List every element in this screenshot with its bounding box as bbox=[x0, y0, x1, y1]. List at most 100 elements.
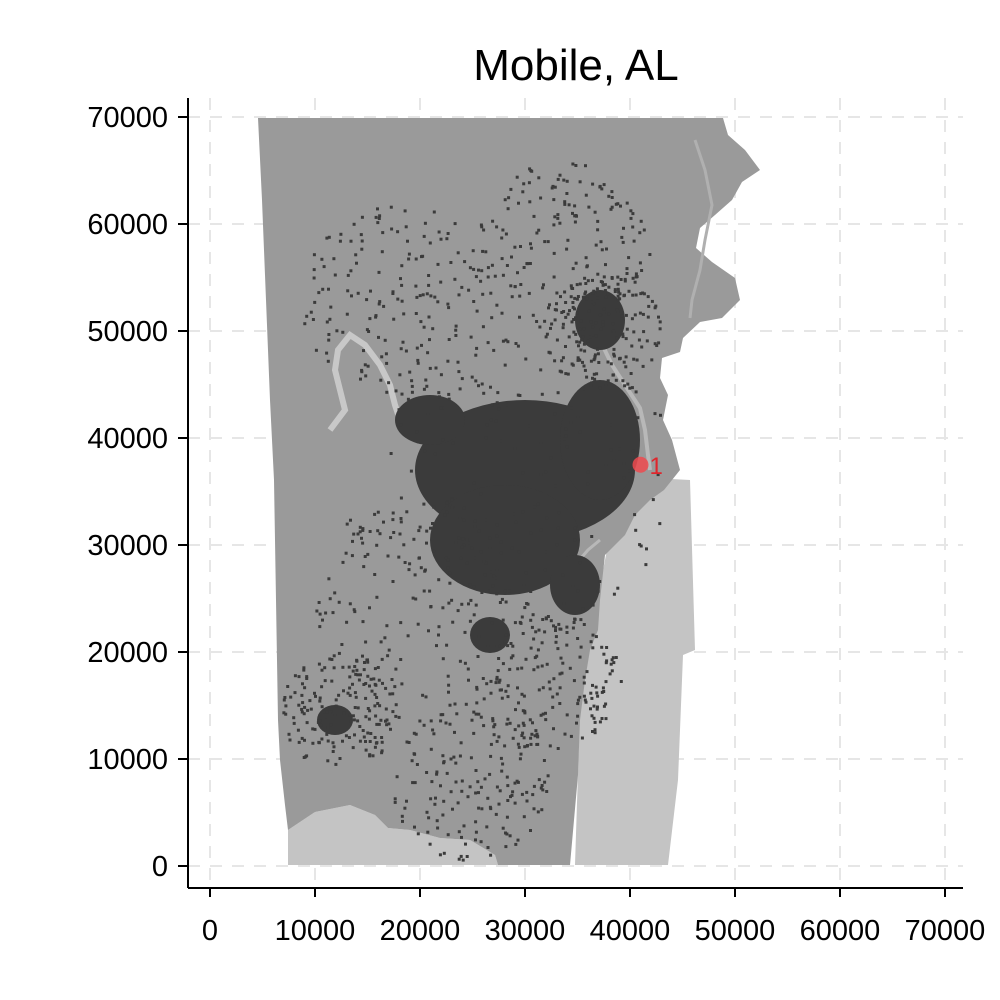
development-dot bbox=[416, 358, 420, 362]
development-dot bbox=[330, 658, 334, 661]
development-dot bbox=[306, 708, 310, 712]
development-dot bbox=[475, 701, 479, 705]
development-dot bbox=[477, 712, 481, 716]
development-dot bbox=[366, 731, 370, 735]
development-dot bbox=[414, 312, 418, 315]
development-dot bbox=[434, 796, 437, 800]
development-dot bbox=[317, 740, 321, 744]
development-dot bbox=[499, 540, 503, 544]
development-dot bbox=[471, 249, 475, 253]
development-dot bbox=[326, 759, 330, 763]
development-dot bbox=[350, 554, 354, 558]
development-dot bbox=[394, 389, 398, 393]
development-dot bbox=[331, 741, 335, 745]
development-dot bbox=[332, 654, 336, 658]
development-dot bbox=[355, 261, 358, 265]
development-dot bbox=[480, 382, 484, 386]
development-dot bbox=[627, 256, 631, 260]
development-dot bbox=[627, 289, 631, 293]
development-dot bbox=[353, 733, 356, 737]
development-dot bbox=[584, 256, 588, 260]
development-dot bbox=[482, 724, 486, 728]
development-dot bbox=[333, 591, 337, 595]
development-dot bbox=[486, 275, 490, 279]
development-dot bbox=[499, 756, 503, 760]
marker-dot[interactable] bbox=[632, 456, 649, 473]
development-dot bbox=[351, 669, 355, 673]
development-dot bbox=[592, 704, 596, 708]
development-dot bbox=[504, 232, 508, 236]
development-dot bbox=[361, 541, 365, 545]
development-dot bbox=[495, 401, 499, 405]
development-dot bbox=[415, 763, 419, 766]
development-dot bbox=[498, 601, 502, 604]
development-dot bbox=[380, 749, 384, 753]
development-dot bbox=[484, 518, 488, 522]
development-dot bbox=[353, 665, 357, 668]
development-dot bbox=[427, 315, 431, 319]
development-dot bbox=[603, 289, 607, 292]
development-dot bbox=[600, 717, 604, 720]
development-dot bbox=[431, 522, 434, 525]
development-dot bbox=[614, 378, 618, 382]
development-dot bbox=[436, 300, 440, 304]
development-dot bbox=[484, 436, 488, 440]
development-dot bbox=[560, 671, 564, 675]
development-dot bbox=[589, 691, 593, 695]
development-dot bbox=[518, 394, 522, 397]
development-dot bbox=[519, 621, 523, 625]
development-dot bbox=[391, 292, 395, 295]
development-dot bbox=[435, 644, 438, 648]
development-dot bbox=[524, 571, 528, 575]
x-tick-label: 60000 bbox=[800, 915, 881, 947]
development-dot bbox=[532, 668, 536, 672]
development-dot bbox=[609, 423, 613, 427]
development-dot bbox=[523, 745, 527, 749]
development-dot bbox=[602, 652, 606, 656]
development-dot bbox=[539, 473, 543, 476]
development-dot bbox=[302, 666, 306, 670]
development-dot bbox=[516, 686, 519, 690]
development-dot bbox=[391, 290, 395, 294]
development-dot bbox=[553, 215, 557, 219]
development-dot bbox=[503, 198, 507, 202]
development-dot bbox=[584, 282, 588, 285]
development-dot bbox=[432, 732, 436, 736]
development-dot bbox=[481, 325, 485, 329]
development-dot bbox=[555, 302, 558, 306]
development-dot bbox=[575, 340, 579, 344]
development-dot bbox=[399, 621, 403, 625]
development-dot bbox=[441, 438, 445, 442]
development-dot bbox=[481, 677, 485, 680]
development-dot bbox=[594, 321, 598, 325]
development-dot bbox=[509, 656, 513, 660]
development-dot bbox=[418, 525, 422, 529]
development-dot bbox=[369, 289, 372, 293]
y-tick-label: 30000 bbox=[87, 530, 168, 562]
development-dot bbox=[445, 510, 449, 514]
development-dot bbox=[554, 461, 558, 464]
development-dot bbox=[472, 300, 476, 303]
development-dot bbox=[638, 543, 642, 547]
development-dot bbox=[327, 287, 330, 291]
development-dot bbox=[419, 320, 423, 324]
development-dot bbox=[467, 678, 470, 682]
development-dot bbox=[480, 591, 484, 594]
development-dot bbox=[495, 523, 499, 527]
location-marker[interactable]: 1 bbox=[632, 453, 663, 480]
development-dot bbox=[374, 314, 378, 318]
development-dot bbox=[416, 622, 420, 626]
development-dot bbox=[552, 727, 555, 731]
development-dot bbox=[633, 513, 637, 517]
development-dot bbox=[501, 339, 505, 343]
development-dot bbox=[414, 257, 418, 261]
development-dot bbox=[373, 512, 377, 516]
development-dot bbox=[621, 240, 625, 244]
development-dot bbox=[410, 379, 414, 383]
development-dot bbox=[605, 659, 609, 663]
development-dot bbox=[591, 333, 594, 336]
development-dot bbox=[366, 674, 370, 678]
development-dot bbox=[392, 531, 396, 534]
development-dot bbox=[398, 373, 402, 377]
development-dot bbox=[422, 589, 426, 593]
